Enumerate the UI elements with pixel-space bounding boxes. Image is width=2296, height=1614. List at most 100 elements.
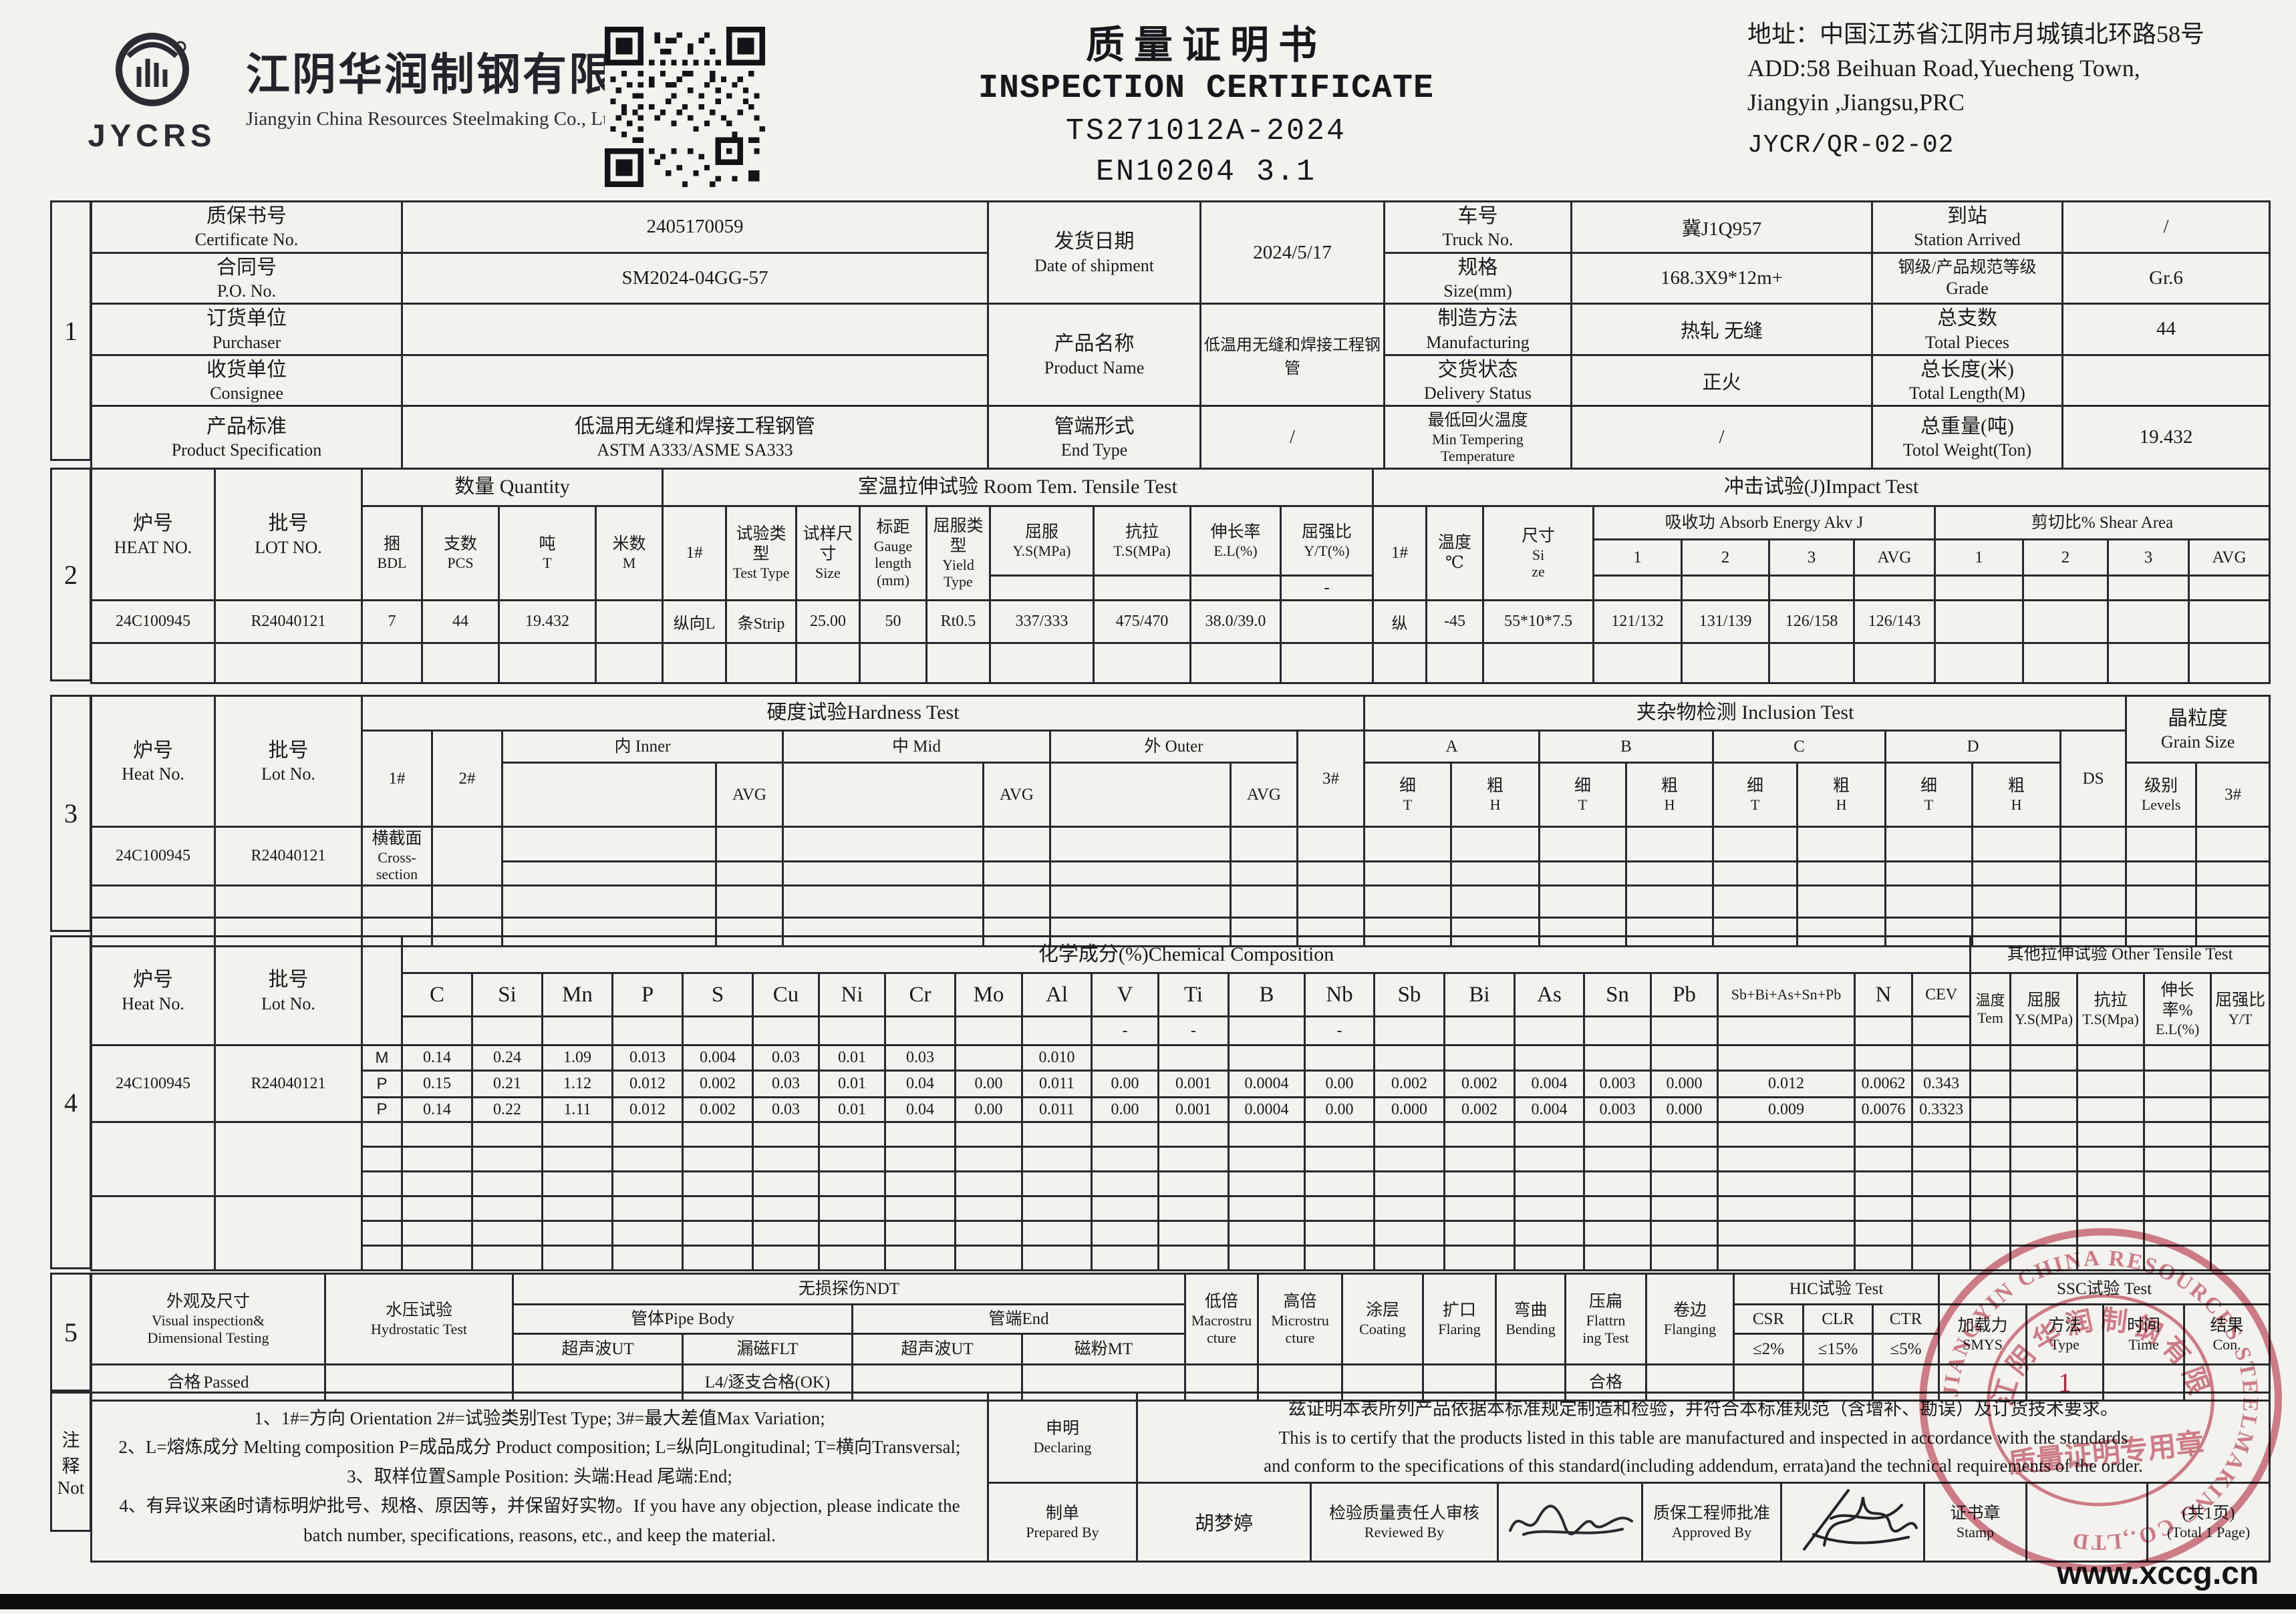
gauge-header: 标距 Gauge length (mm)	[859, 505, 927, 601]
inclusion-test-title: 夹杂物检测 Inclusion Test	[1363, 695, 2128, 732]
fine-cn: 细	[1399, 776, 1417, 795]
empty-cell	[471, 1146, 543, 1172]
empty-cell	[1157, 1146, 1230, 1172]
chem-value: 0.01	[818, 1044, 886, 1072]
macro-cn: 低倍	[1205, 1293, 1239, 1311]
gauge-value: 50	[859, 599, 927, 644]
certify-en-1: This is to certify that the products lis…	[1278, 1427, 2128, 1448]
truck-label-en: Truck No.	[1442, 230, 1514, 250]
lot-no-header: 批号 LOT NO.	[214, 468, 363, 601]
empty-cell	[1373, 1220, 1445, 1247]
ys-value: 337/333	[989, 599, 1095, 644]
empty-cell	[782, 884, 984, 919]
empty-cell	[1717, 1146, 1856, 1172]
margin-section-4: 4	[50, 935, 92, 1269]
element-sub	[1583, 1015, 1652, 1046]
empty-cell	[471, 1195, 543, 1222]
empty-cell	[1854, 1220, 1913, 1247]
hydrostatic-header: 水压试验 Hydrostatic Test	[324, 1273, 514, 1365]
consignee-label: 收货单位 Consignee	[90, 353, 403, 408]
qr-code-icon	[605, 27, 765, 187]
empty-cell	[2059, 860, 2128, 886]
empty-cell	[1717, 1245, 1856, 1271]
empty-cell	[1681, 575, 1771, 601]
purchaser-label-en: Purchaser	[212, 332, 281, 352]
empty-cell	[1717, 1195, 1856, 1222]
element-header: Pb	[1650, 972, 1719, 1017]
shipment-date-label: 发货日期 Date of shipment	[987, 200, 1201, 305]
tempering-label-en1: Min Tempering	[1432, 430, 1524, 448]
chem-value	[1228, 1044, 1306, 1072]
empty-cell	[1157, 1245, 1230, 1271]
truck-no-value: 冀J1Q957	[1570, 200, 1873, 254]
empty-cell	[2143, 1170, 2212, 1197]
element-sub: -	[1304, 1015, 1375, 1046]
empty-cell	[2076, 1195, 2146, 1222]
reviewed-by-label: 检验质量责任人审核 Reviewed By	[1310, 1481, 1499, 1563]
empty-cell	[954, 1245, 1023, 1271]
notes-block: 1、1#=方向 Orientation 2#=试验类别Test Type; 3#…	[90, 1392, 989, 1563]
empty-cell	[1443, 1146, 1516, 1172]
margin-section-1: 1	[50, 200, 92, 461]
absorb-3-value: 126/158	[1768, 599, 1856, 644]
element-header-cev: CEV	[1910, 972, 1972, 1017]
empty-cell	[1363, 860, 1453, 886]
product-row-tag: P	[361, 1096, 403, 1123]
pcs-cn: 支数	[443, 535, 477, 554]
empty-cell	[1228, 1170, 1306, 1197]
empty-cell	[2076, 1220, 2146, 1247]
element-sub	[954, 1015, 1023, 1046]
fine-en: T	[1578, 796, 1588, 813]
melt-product-col	[361, 935, 403, 1046]
chem-value: 0.0004	[1228, 1070, 1306, 1098]
endtype-label-cn: 管端形式	[1054, 416, 1135, 438]
empty-cell	[2009, 1096, 2079, 1123]
hydro-cn: 水压试验	[385, 1301, 452, 1319]
empty-cell	[1372, 642, 1428, 684]
empty-cell	[1091, 1195, 1159, 1222]
heat-no-header: 炉号 HEAT NO.	[90, 468, 216, 601]
micro-en1: Microstru	[1271, 1312, 1329, 1329]
grain-3-header: 3#	[2195, 762, 2271, 828]
pages-cn: (共1页)	[2182, 1504, 2235, 1522]
empty-cell	[1021, 1146, 1093, 1172]
empty-cell	[595, 642, 664, 684]
empty-cell	[884, 1121, 956, 1148]
station-label-cn: 到站	[1947, 205, 1987, 227]
empty-cell	[682, 1195, 754, 1222]
other-el-en: E.L(%)	[2155, 1020, 2200, 1037]
empty-cell	[2125, 860, 2198, 886]
note-line-5: batch number, specifications, reasons, e…	[303, 1524, 776, 1545]
empty-cell	[361, 642, 423, 684]
empty-cell	[1650, 1220, 1719, 1247]
scan-edge-bar	[0, 1594, 2296, 1609]
empty-cell	[1971, 860, 2062, 886]
empty-cell	[682, 1146, 754, 1172]
empty-cell	[1969, 1070, 2012, 1098]
absorb-2-value: 131/139	[1681, 599, 1771, 644]
element-header: Mn	[541, 972, 613, 1017]
empty-cell	[2076, 1121, 2146, 1148]
orientation-value: 纵向L	[662, 599, 727, 644]
chem-value	[954, 1044, 1023, 1072]
clr-header: CLR	[1802, 1303, 1874, 1335]
chem-value: 0.15	[401, 1070, 473, 1098]
empty-cell	[1228, 1245, 1306, 1271]
element-header: Bi	[1443, 972, 1516, 1017]
note-line-4: 4、有异议来函时请标明炉批号、规格、原因等，并保留好实物。If you have…	[119, 1495, 960, 1516]
empty-cell	[1681, 642, 1771, 684]
chem-value: 0.002	[1443, 1070, 1516, 1098]
el-header: 伸长率 E.L(%)	[1189, 505, 1282, 577]
empty-cell	[1768, 642, 1856, 684]
empty-cell	[1363, 884, 1453, 919]
impact-temp-value: -45	[1425, 599, 1485, 644]
other-tensile-title: 其他拉伸试验 Other Tensile Test	[1969, 935, 2271, 974]
orientation-header: 1#	[662, 505, 727, 601]
fine-cn: 细	[1747, 776, 1764, 795]
coarse-cn: 粗	[1487, 776, 1504, 795]
empty-cell	[715, 860, 784, 886]
